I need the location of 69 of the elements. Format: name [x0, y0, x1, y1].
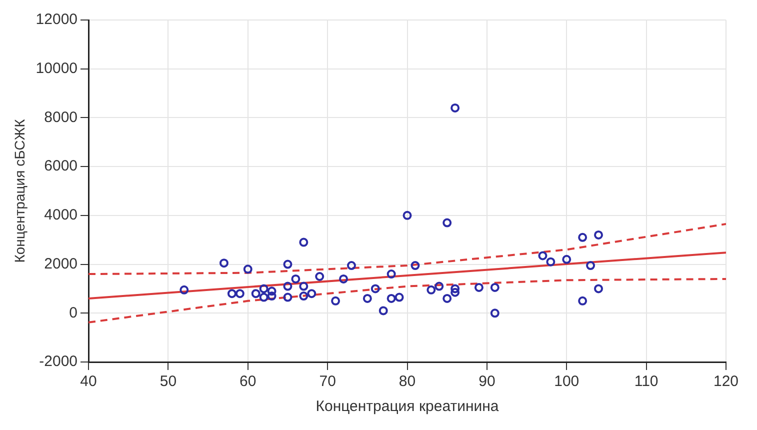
point — [490, 308, 500, 318]
y-tick-label: 8000 — [44, 108, 78, 126]
point — [283, 260, 292, 269]
point — [339, 274, 348, 284]
point — [426, 285, 436, 294]
x-axis-title: Концентрация креатинина — [316, 398, 500, 416]
x-tick-label: 60 — [240, 373, 256, 390]
point — [434, 282, 444, 291]
point — [267, 286, 276, 296]
point — [235, 289, 244, 298]
point — [386, 270, 396, 279]
point — [578, 232, 588, 242]
point — [259, 292, 268, 302]
point — [243, 264, 252, 274]
point — [378, 306, 388, 316]
point — [283, 292, 292, 302]
x-tick-label: 100 — [554, 373, 580, 390]
x-tick-label: 80 — [398, 373, 416, 390]
point — [362, 294, 372, 303]
line-series — [88, 278, 726, 324]
y-tick-label: 2000 — [44, 255, 78, 272]
point — [594, 230, 604, 240]
point — [450, 288, 460, 297]
point — [283, 282, 292, 291]
point — [402, 210, 412, 220]
point — [251, 289, 260, 298]
point — [410, 261, 420, 270]
y-axis-title: Концентрация сБСЖК — [11, 118, 28, 263]
point — [331, 296, 340, 306]
y-tick-label: -2000 — [39, 353, 78, 370]
x-tick-label: 70 — [319, 373, 336, 390]
x-tick-label: 90 — [478, 373, 496, 390]
point — [474, 282, 484, 292]
point — [267, 292, 276, 301]
point — [450, 103, 460, 112]
y-tick-label: 12000 — [36, 11, 78, 28]
x-tick-label: 110 — [634, 373, 658, 390]
point — [442, 294, 452, 303]
point — [594, 284, 604, 294]
line-series — [88, 222, 726, 276]
point — [586, 261, 596, 270]
point — [538, 251, 548, 260]
point — [180, 285, 189, 294]
x-tick-label: 40 — [80, 373, 97, 390]
y-tick-label: 4000 — [44, 206, 78, 224]
y-tick-label: 0 — [69, 304, 78, 322]
point — [450, 284, 460, 294]
point — [490, 282, 500, 292]
point — [299, 238, 308, 247]
point — [219, 258, 228, 268]
point — [442, 218, 452, 228]
point — [370, 284, 380, 294]
point — [299, 292, 308, 301]
x-tick-label: 120 — [713, 373, 739, 390]
point — [227, 289, 236, 298]
point — [394, 292, 404, 302]
point — [315, 272, 324, 281]
point — [546, 257, 556, 266]
point — [578, 296, 588, 306]
point — [259, 284, 268, 294]
point — [346, 261, 356, 270]
y-tick-label: 6000 — [44, 158, 78, 175]
x-tick-label: 50 — [160, 373, 177, 390]
point — [562, 254, 572, 264]
y-tick-label: 10000 — [36, 60, 78, 77]
point — [307, 289, 316, 298]
point — [299, 282, 308, 291]
point — [386, 294, 396, 303]
point — [291, 274, 300, 284]
